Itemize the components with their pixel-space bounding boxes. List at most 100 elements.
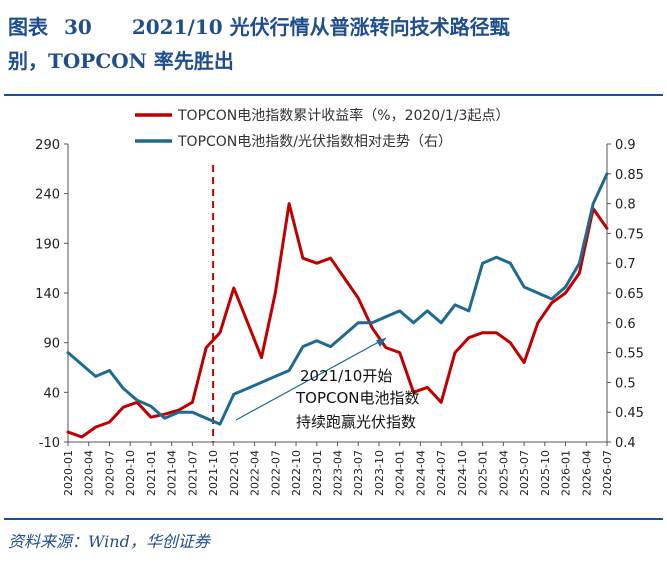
series-point-topcon-relative [357,321,360,324]
series-point-topcon-relative [287,369,291,372]
series-point-topcon-relative [80,363,84,366]
series-point-topcon-return [453,351,457,354]
series-point-topcon-return [522,361,526,364]
x-tick-label: 2024-10 [456,450,469,496]
series-point-topcon-relative [66,351,70,354]
figure-label: 图表 [8,15,48,39]
y-left-tick-label: 240 [35,188,60,203]
marks [66,165,609,442]
x-tick-label: 2025-10 [539,450,552,496]
series-point-topcon-return [260,356,263,359]
y-right-tick-label: 0.7 [615,257,636,272]
series-point-topcon-relative [191,411,194,414]
series-point-topcon-return [191,401,194,404]
series-point-topcon-return [550,301,553,305]
y-right-tick-label: 0.8 [615,198,636,213]
series-point-topcon-relative [384,315,388,319]
source-note: 资料来源：Wind，华创证券 [8,532,210,551]
series-point-topcon-relative [578,262,581,265]
annotation-line-1: 2021/10开始 [300,367,392,385]
x-tick-label: 2024-04 [414,450,427,496]
y-left-tick-label: 190 [35,237,60,252]
series-point-topcon-relative [439,321,443,324]
y-right-tick-label: 0.65 [615,287,644,302]
series-point-topcon-return [467,336,470,339]
series-point-topcon-return [384,346,388,349]
series-point-topcon-relative [301,345,305,348]
series-point-topcon-relative [274,375,277,378]
axes: -10 40 90 140 190 240 290 0.4 0.45 0.5 0.55 0.6 0.65… [35,138,644,496]
y-right-tick-label: 0.55 [615,347,644,362]
series-point-topcon-relative [550,297,553,301]
legend: TOPCON电池指数累计收益率（%，2020/1/3起点） TOPCON电池指数… [135,107,509,150]
figure-number: 30 [64,15,92,39]
legend-label-blue: TOPCON电池指数/光伏指数相对走势（右） [177,134,452,150]
series-point-topcon-return [426,386,429,389]
series-point-topcon-relative [453,303,457,307]
y-right-tick-label: 0.75 [615,227,644,242]
series-point-topcon-return [357,296,360,300]
x-tick-label: 2021-07 [186,450,199,496]
series-point-topcon-relative [467,309,470,313]
y-left-tick-label: 140 [35,287,60,302]
y-right-tick-label: 0.4 [615,436,636,451]
chart-title: 图表 30 2021/10 光伏行情从普涨转向技术路径甄 别，TOPCON 率先胜出 [8,10,658,78]
series-point-topcon-return [315,262,318,265]
series-point-topcon-relative [177,411,180,414]
series-point-topcon-relative [605,172,609,175]
series-line-topcon-return [66,202,609,439]
annotation-arrow-line [235,337,387,421]
series-point-topcon-relative [94,375,97,378]
title-rule [4,94,663,96]
series-point-topcon-relative [398,309,401,313]
series-point-topcon-return [509,341,512,344]
series-point-topcon-return [149,415,153,419]
series-point-topcon-relative [329,345,332,348]
y-right-tick-label: 0.45 [615,406,644,421]
x-tick-label: 2024-01 [394,450,407,496]
series-point-topcon-return [439,401,443,404]
x-tick-label: 2020-04 [83,450,96,496]
series-point-topcon-return [329,257,332,260]
legend-label-red: TOPCON电池指数累计收益率（%，2020/1/3起点） [177,107,509,124]
series-point-topcon-return [481,331,484,334]
series-point-topcon-relative [232,393,236,396]
series-point-topcon-return [536,321,540,324]
series-point-topcon-relative [108,369,111,372]
series-point-topcon-return [94,425,97,429]
x-tick-label: 2021-10 [207,450,220,496]
series-point-topcon-relative [522,285,526,289]
y-right-tick-label: 0.85 [615,168,644,183]
x-tick-label: 2022-04 [249,450,262,496]
series-point-topcon-relative [218,422,222,426]
series-point-topcon-relative [260,381,263,384]
annotation-line-2: TOPCON电池指数 [295,389,420,407]
series-point-topcon-return [80,435,84,439]
series-point-topcon-return [495,331,498,334]
x-tick-label: 2022-10 [290,450,303,496]
series-point-topcon-relative [426,309,429,313]
y-left-tick-label: -10 [39,436,60,451]
series-point-topcon-return [246,321,249,324]
series-point-topcon-return [274,291,277,295]
series-point-topcon-relative [205,416,208,420]
series-point-topcon-relative [370,321,374,324]
y-left-tick-label: 290 [35,138,60,153]
series-point-topcon-relative [149,405,153,408]
title-line-2: 别，TOPCON 率先胜出 [8,49,234,73]
series-point-topcon-relative [412,321,415,324]
series-point-topcon-relative [163,416,166,420]
annotation-arrow-head [376,338,386,347]
x-tick-label: 2020-10 [124,450,137,496]
x-tick-label: 2026-04 [580,450,593,496]
series-point-topcon-return [122,406,125,409]
series-point-topcon-return [205,346,208,349]
y-left-tick-label: 40 [43,386,60,401]
series-point-topcon-relative [536,291,540,295]
series-point-topcon-relative [135,399,139,402]
series-point-topcon-relative [495,256,498,259]
series-point-topcon-relative [591,202,595,205]
y-right-tick-label: 0.5 [615,376,636,391]
x-tick-label: 2022-07 [269,450,282,496]
